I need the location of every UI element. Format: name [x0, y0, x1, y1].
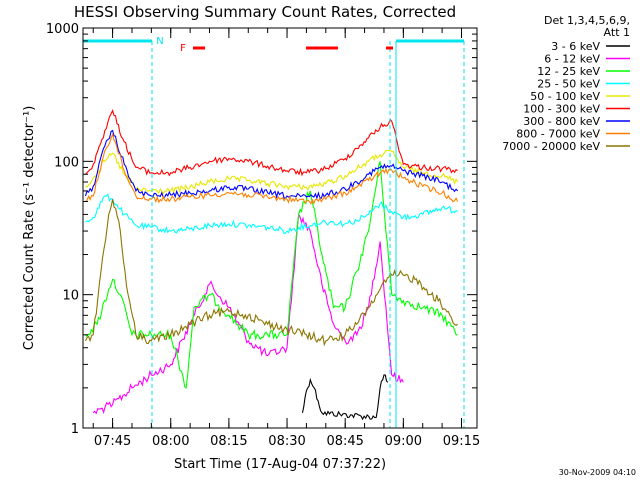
legend-header: Att 1	[604, 26, 630, 39]
plot-area: N F 1 10 100 1000 07:45 08:00 08:15 08:30 08:45 09:…	[46, 22, 480, 449]
legend-label: 6 - 12 keV	[544, 53, 600, 66]
series-line	[85, 161, 458, 389]
legend-header: Det 1,3,4,5,6,9,	[544, 14, 630, 27]
y-tick-label: 1000	[46, 22, 79, 37]
y-tick-label: 100	[54, 155, 79, 170]
x-axis-label: Start Time (17-Aug-04 07:37:22)	[174, 457, 386, 472]
legend-label: 50 - 100 keV	[530, 90, 600, 103]
x-tick-label: 07:45	[94, 434, 131, 449]
legend-label: 25 - 50 keV	[537, 78, 600, 91]
x-tick-label: 08:45	[326, 434, 363, 449]
legend-label: 800 - 7000 keV	[516, 128, 600, 141]
legend-label: 3 - 6 keV	[551, 40, 600, 53]
legend-label: 300 - 800 keV	[523, 115, 600, 128]
y-tick-label: 1	[71, 422, 79, 437]
x-tick-label: 09:00	[385, 434, 422, 449]
plot-frame	[82, 27, 478, 429]
date-stamp: 30-Nov-2009 04:10	[559, 468, 636, 477]
x-tick-label: 08:15	[210, 434, 247, 449]
night-marker-label: N	[156, 36, 163, 47]
legend-label: 12 - 25 keV	[537, 65, 600, 78]
series-line	[85, 109, 458, 177]
series-line	[92, 212, 404, 415]
series-line	[85, 199, 458, 347]
series-line	[85, 149, 459, 195]
legend-label: 100 - 300 keV	[523, 103, 600, 116]
series-line	[84, 129, 459, 200]
x-tick-label: 08:00	[152, 434, 189, 449]
x-tick-label: 08:30	[268, 434, 305, 449]
x-tick-label: 09:15	[443, 434, 480, 449]
series-line	[301, 374, 389, 421]
y-tick-label: 10	[62, 289, 79, 304]
legend-label: 7000 - 20000 keV	[502, 140, 600, 153]
series-group	[84, 109, 459, 421]
flare-marker-label: F	[180, 43, 186, 54]
series-line	[85, 193, 458, 235]
y-axis-label: Corrected Count Rate (s⁻¹ detector⁻¹)	[22, 106, 37, 351]
chart-title: HESSI Observing Summary Count Rates, Cor…	[74, 3, 456, 21]
series-line	[85, 132, 459, 205]
